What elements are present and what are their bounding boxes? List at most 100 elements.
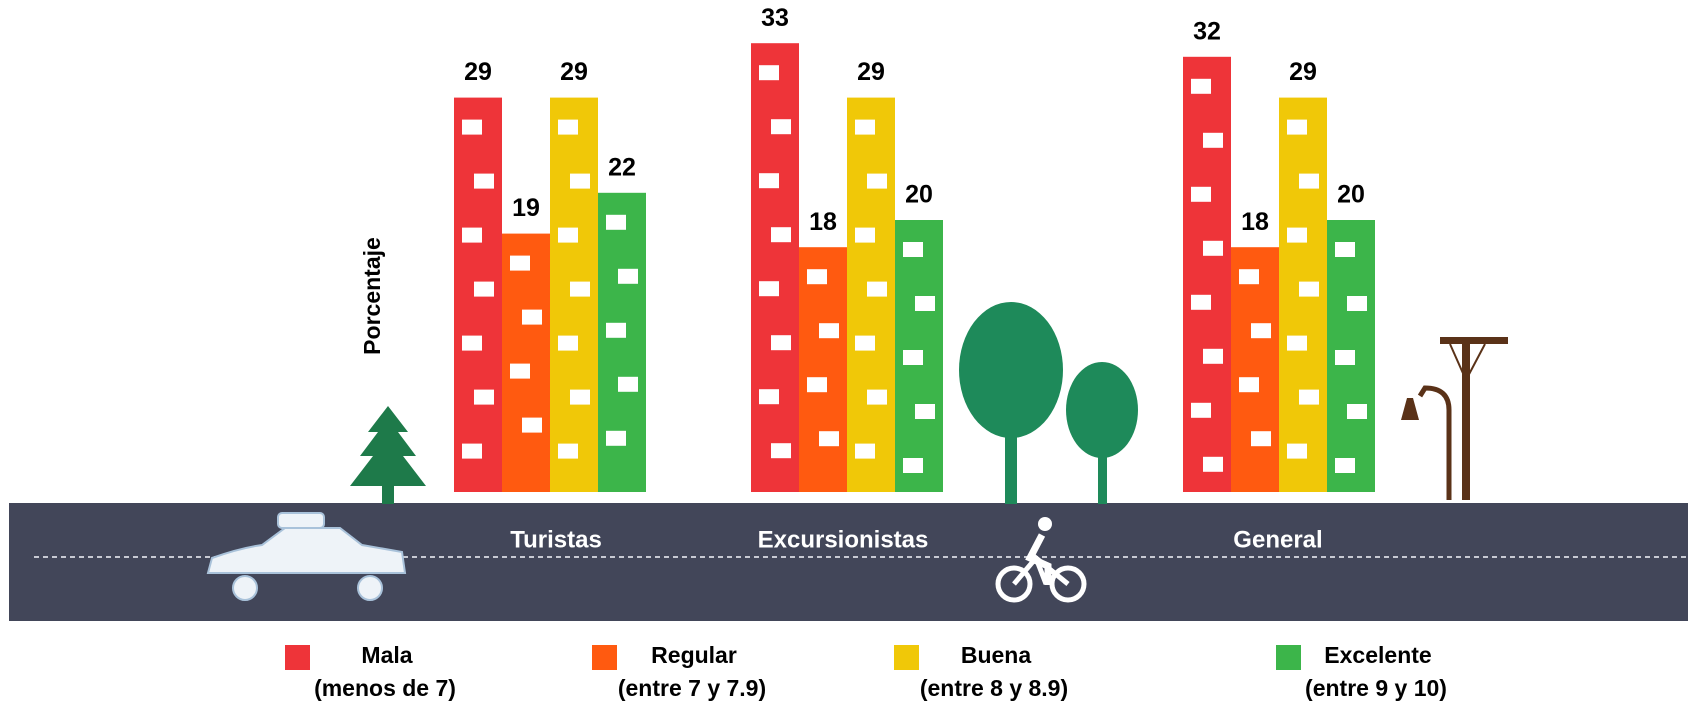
window (606, 430, 626, 446)
legend-swatch (285, 645, 310, 670)
window (1287, 227, 1307, 243)
trees (959, 302, 1138, 504)
window (462, 119, 482, 135)
window (759, 389, 779, 405)
window (1251, 431, 1271, 447)
value-label: 32 (1193, 17, 1221, 45)
window (1239, 269, 1259, 285)
bar (799, 247, 847, 492)
window (819, 431, 839, 447)
value-label: 29 (464, 58, 492, 86)
window (570, 173, 590, 189)
window (1287, 335, 1307, 351)
legend-description: (entre 9 y 10) (1305, 675, 1447, 701)
window (855, 227, 875, 243)
value-label: 22 (608, 153, 636, 181)
window (1347, 296, 1367, 311)
legend-label: Regular (651, 642, 737, 668)
window (819, 323, 839, 339)
window (1347, 404, 1367, 419)
window (771, 119, 791, 135)
value-label: 33 (761, 4, 789, 32)
window (1203, 456, 1223, 472)
window (570, 389, 590, 405)
bar (598, 192, 646, 493)
legend-label: Buena (961, 642, 1032, 668)
value-label: 18 (809, 208, 837, 236)
window (867, 173, 887, 189)
category-label: Turistas (510, 526, 602, 553)
window (1299, 281, 1319, 297)
car (206, 512, 407, 601)
window (1299, 389, 1319, 405)
window (510, 363, 530, 379)
window (618, 268, 638, 284)
window (1203, 240, 1223, 256)
window (558, 335, 578, 351)
window (867, 281, 887, 297)
y-axis-label: Porcentaje (359, 237, 385, 355)
window (558, 119, 578, 135)
value-label: 19 (512, 194, 540, 222)
window (1299, 173, 1319, 189)
legend-swatch (1276, 645, 1301, 670)
window (903, 350, 923, 365)
window (759, 173, 779, 189)
window (1251, 323, 1271, 339)
legend-swatch (894, 645, 919, 670)
window (1335, 242, 1355, 257)
window (759, 65, 779, 81)
value-label: 20 (905, 181, 933, 209)
window (771, 443, 791, 459)
bar (1231, 247, 1279, 492)
window (903, 458, 923, 473)
window (855, 443, 875, 459)
window (618, 376, 638, 392)
window (855, 335, 875, 351)
bar (751, 43, 799, 492)
window (759, 281, 779, 297)
street-lamp (1401, 337, 1508, 500)
window (915, 404, 935, 419)
window (522, 417, 542, 433)
window (1191, 402, 1211, 418)
window (558, 227, 578, 243)
window (462, 227, 482, 243)
cyclist (995, 517, 1087, 603)
bar (502, 233, 550, 492)
legend-label: Mala (361, 642, 412, 668)
bar (1183, 56, 1231, 493)
window (474, 173, 494, 189)
value-label: 29 (560, 58, 588, 86)
window (1287, 119, 1307, 135)
value-label: 18 (1241, 208, 1269, 236)
category-label: Excursionistas (758, 526, 929, 553)
window (1191, 186, 1211, 202)
window (1191, 78, 1211, 94)
window (771, 227, 791, 243)
window (1287, 443, 1307, 459)
window (915, 296, 935, 311)
window (606, 322, 626, 338)
window (462, 335, 482, 351)
window (474, 281, 494, 297)
window (771, 335, 791, 351)
legend-description: (menos de 7) (314, 675, 456, 701)
window (903, 242, 923, 257)
value-label: 29 (857, 58, 885, 86)
category-label: General (1233, 526, 1322, 553)
pine-tree (350, 406, 426, 504)
legend-swatch (592, 645, 617, 670)
legend-description: (entre 7 y 7.9) (618, 675, 766, 701)
window (474, 389, 494, 405)
window (1239, 377, 1259, 393)
window (462, 443, 482, 459)
window (522, 309, 542, 325)
value-label: 20 (1337, 181, 1365, 209)
legend-label: Excelente (1324, 642, 1431, 668)
window (1203, 348, 1223, 364)
window (1191, 294, 1211, 310)
window (1203, 132, 1223, 148)
value-label: 29 (1289, 58, 1317, 86)
window (510, 255, 530, 271)
